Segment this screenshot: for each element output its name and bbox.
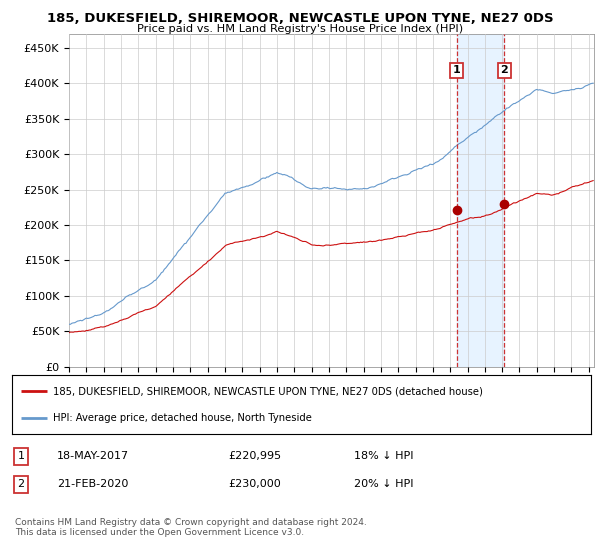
Text: HPI: Average price, detached house, North Tyneside: HPI: Average price, detached house, Nort… <box>53 413 311 423</box>
Bar <box>457 34 505 367</box>
Text: Price paid vs. HM Land Registry's House Price Index (HPI): Price paid vs. HM Land Registry's House … <box>137 24 463 34</box>
Text: 2: 2 <box>500 66 508 76</box>
Text: 185, DUKESFIELD, SHIREMOOR, NEWCASTLE UPON TYNE, NE27 0DS (detached house): 185, DUKESFIELD, SHIREMOOR, NEWCASTLE UP… <box>53 386 482 396</box>
Text: 2: 2 <box>17 479 25 489</box>
Text: £220,995: £220,995 <box>228 451 281 461</box>
Text: 185, DUKESFIELD, SHIREMOOR, NEWCASTLE UPON TYNE, NE27 0DS: 185, DUKESFIELD, SHIREMOOR, NEWCASTLE UP… <box>47 12 553 25</box>
Text: 1: 1 <box>453 66 460 76</box>
Text: 18-MAY-2017: 18-MAY-2017 <box>57 451 129 461</box>
Text: 21-FEB-2020: 21-FEB-2020 <box>57 479 128 489</box>
Text: 20% ↓ HPI: 20% ↓ HPI <box>354 479 413 489</box>
Text: Contains HM Land Registry data © Crown copyright and database right 2024.
This d: Contains HM Land Registry data © Crown c… <box>15 518 367 538</box>
Text: £230,000: £230,000 <box>228 479 281 489</box>
Text: 18% ↓ HPI: 18% ↓ HPI <box>354 451 413 461</box>
Text: 1: 1 <box>17 451 25 461</box>
